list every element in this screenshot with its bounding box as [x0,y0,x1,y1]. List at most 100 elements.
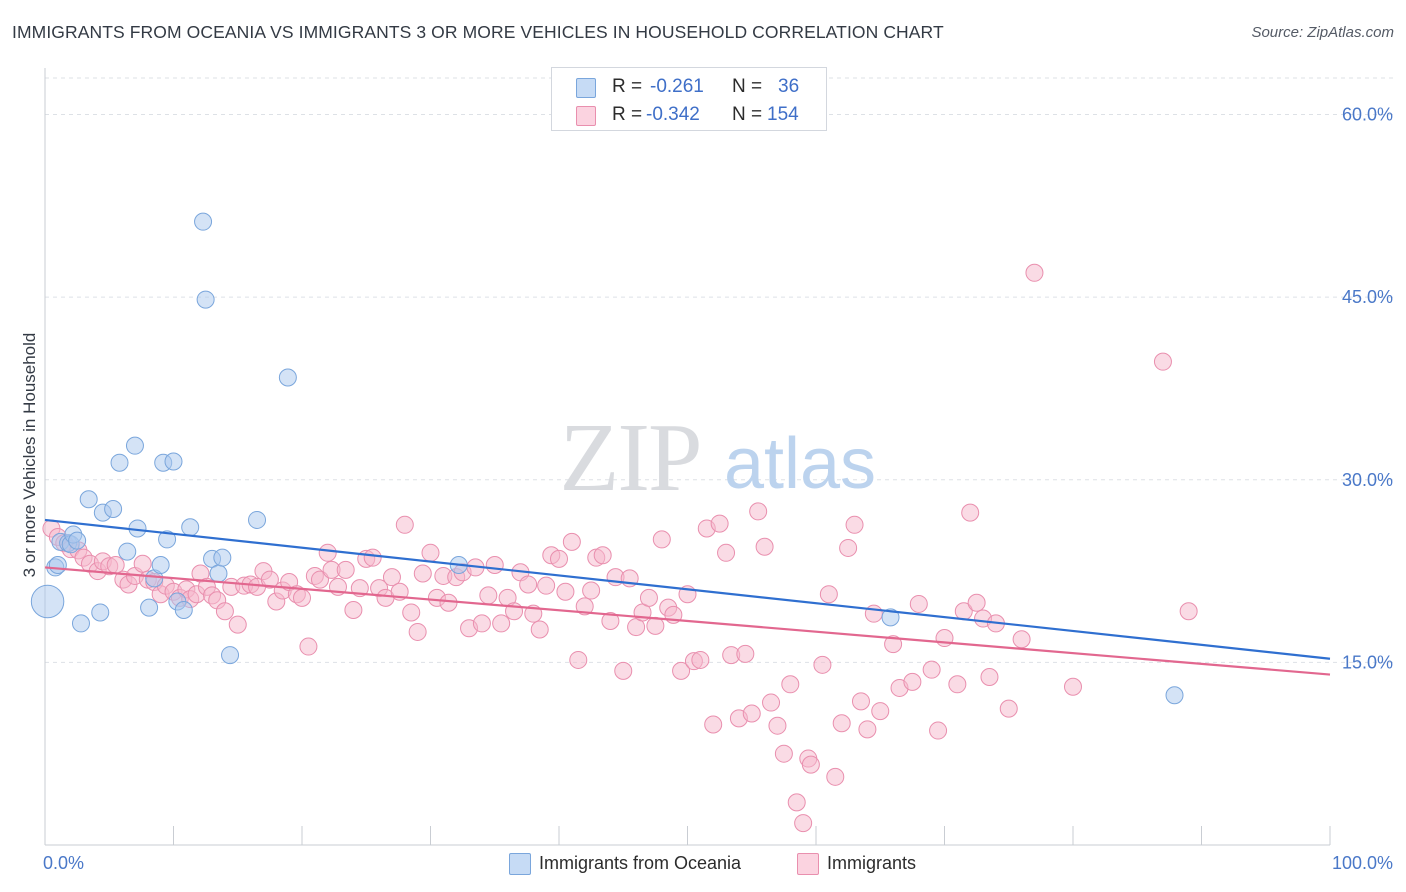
legend-r-value: -0.342 [646,104,700,125]
immigrants-point [485,555,504,574]
oceania-point [104,499,123,518]
gridlines [45,77,1393,663]
immigrants-point [1064,677,1082,696]
legend-swatch-oceania [576,78,596,98]
immigrants-point [903,672,922,691]
immigrants-point [413,564,432,583]
oceania-point [194,212,213,231]
watermark-zip: ZIP [560,404,701,512]
oceania-point [248,510,267,529]
immigrants-point [999,699,1018,718]
immigrants-point [704,715,723,734]
oceania-point [151,555,170,574]
oceania-point [1165,686,1184,705]
immigrants-point [961,503,980,522]
watermark-atlas: atlas [724,424,876,504]
legend-label-oceania: Immigrants from Oceania [539,853,742,873]
immigrants-point [479,586,498,605]
immigrants-point [1179,602,1198,621]
immigrants-point [826,767,845,786]
legend-r-label: R = [612,104,643,125]
immigrants-point [832,714,851,733]
immigrants-point [562,532,581,551]
immigrants-point [133,554,152,573]
source-credit: Source: ZipAtlas.com [1251,24,1394,41]
oceania-point [79,490,98,509]
oceania-point [174,601,193,620]
oceania-trend-line [44,518,1331,660]
immigrants-point [755,537,774,556]
immigrants-point [614,661,633,680]
chart-title: IMMIGRANTS FROM OCEANIA VS IMMIGRANTS 3 … [12,22,944,42]
immigrants-point [967,593,986,612]
immigrants-point [556,582,575,601]
immigrants-point [550,549,568,568]
x-tick-label: 100.0% [1332,853,1393,873]
oceania-point [221,646,240,665]
immigrants-point [717,543,736,562]
y-tick-label: 60.0% [1342,105,1393,125]
immigrants-point [408,622,427,641]
immigrants-point [601,611,620,630]
oceania-point [164,452,183,471]
legend-r-value: -0.261 [650,76,704,97]
oceania-point [209,564,228,583]
immigrants-point [382,568,401,587]
immigrants-point [310,570,329,589]
y-tick-label: 30.0% [1342,470,1393,490]
legend-n-value: 36 [778,76,800,97]
y-axis-label: 3 or more Vehicles in Household [20,333,39,578]
immigrants-point [691,650,710,669]
oceania-point [68,531,87,550]
immigrants-point [980,667,999,686]
immigrants-point [492,614,511,633]
immigrants-point [299,637,318,656]
immigrants-point [363,548,382,567]
immigrants-point [1153,352,1172,371]
immigrants-point [794,814,813,833]
immigrants-point [215,602,234,621]
immigrants-trend-line [44,566,1331,676]
immigrants-point [839,538,858,557]
oceania-point [213,548,232,567]
immigrants-point [762,693,781,712]
immigrants-point [395,515,414,534]
immigrants-point [472,614,491,633]
oceania-points [30,212,1184,705]
oceania-point [48,555,67,574]
immigrants-point [593,546,612,565]
oceania-point [71,614,90,633]
immigrants-point [858,720,877,739]
immigrants-point [742,704,761,723]
legend-swatch-immigrants [797,853,819,875]
immigrants-point [819,585,838,604]
immigrants-point [293,588,311,607]
legend-n-value: 154 [767,104,799,125]
immigrants-point [672,661,691,680]
immigrants-point [884,635,903,654]
oceania-point [181,518,200,537]
immigrants-point [768,716,787,735]
x-tick-label: 0.0% [43,853,84,873]
legend-row-oceania: R = -0.261 N = 36 [552,72,826,102]
immigrants-point [948,675,967,694]
immigrants-point [801,755,820,774]
immigrants-point [787,793,806,812]
oceania-point [140,598,159,617]
oceania-point [278,368,297,387]
oceania-point [125,436,144,455]
immigrants-point [710,514,729,533]
immigrants-point [652,530,671,549]
immigrants-point [519,575,538,594]
y-tick-label: 15.0% [1342,652,1393,672]
immigrants-point [575,597,594,616]
immigrants-point [439,593,458,612]
immigrants-point [336,560,355,579]
immigrants-point [260,570,279,589]
immigrants-point [318,543,337,562]
immigrants-point [1012,630,1031,649]
oceania-point [110,453,129,472]
immigrants-point [537,576,556,595]
immigrants-points [42,263,1198,833]
